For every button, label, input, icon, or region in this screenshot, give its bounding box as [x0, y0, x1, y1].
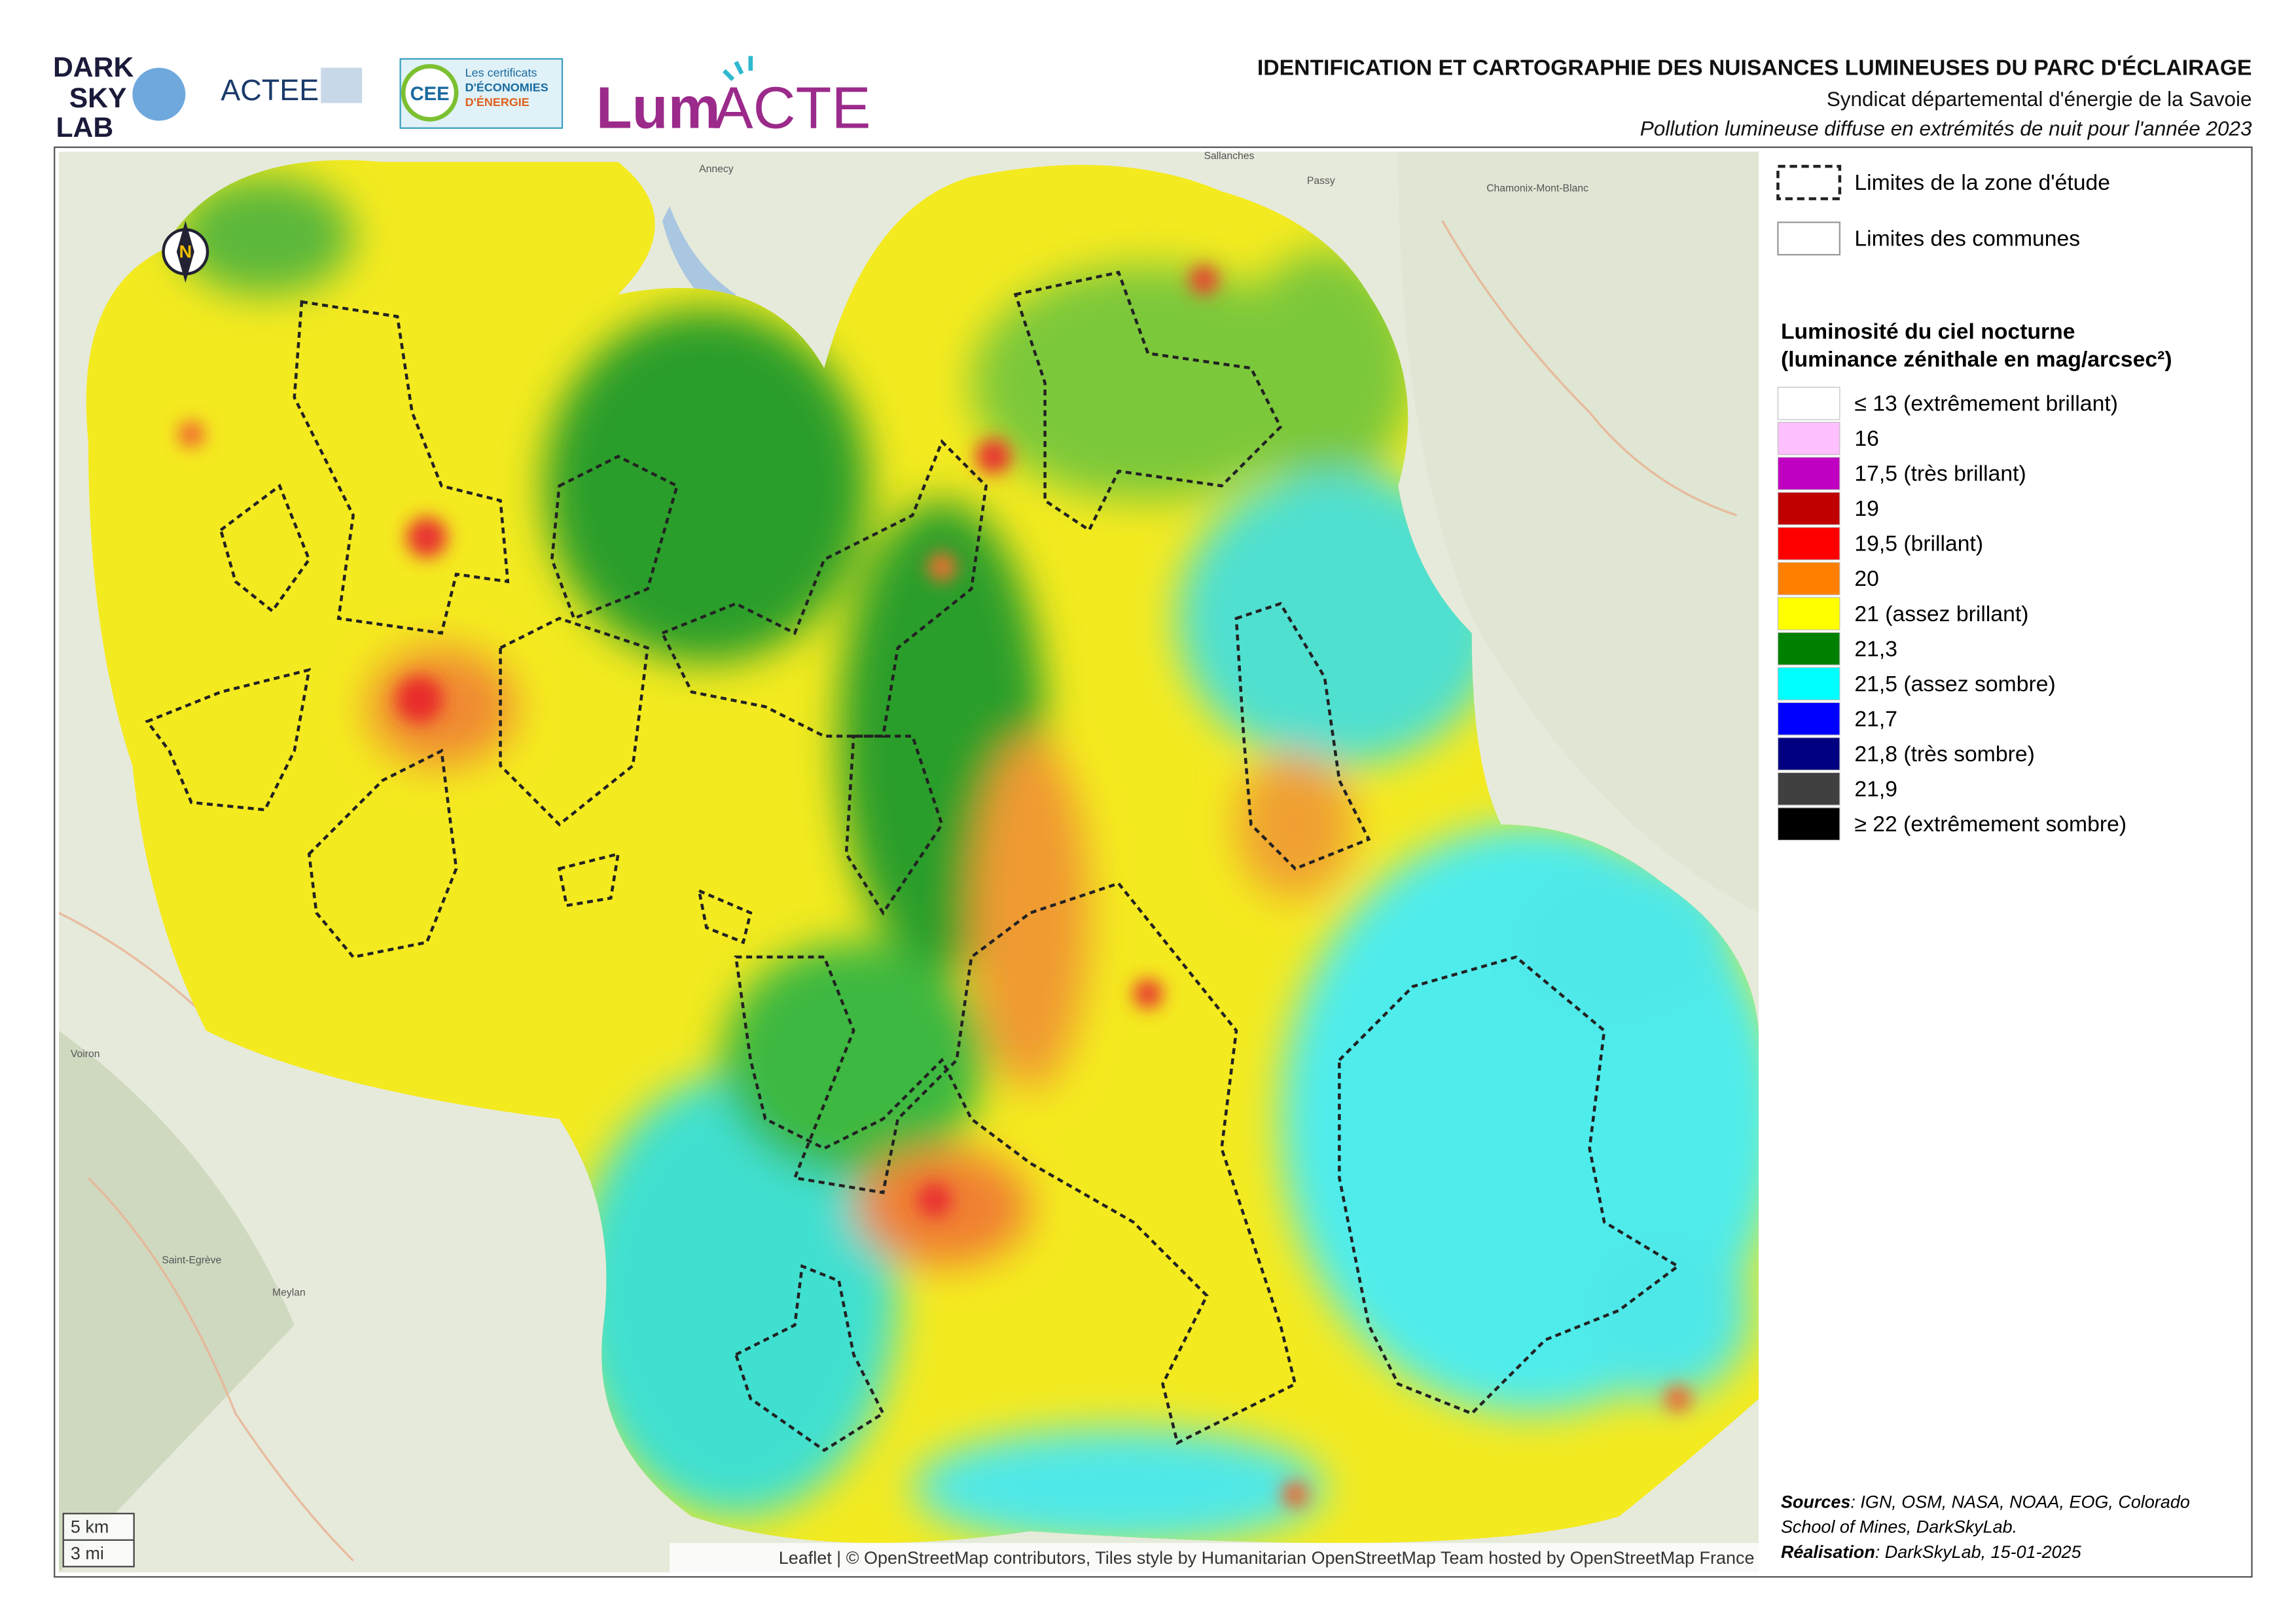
legend-swatch [1777, 562, 1840, 596]
study-zone-limits [145, 270, 1681, 1453]
attribution: Leaflet | © OpenStreetMap contributors, … [779, 1548, 1755, 1568]
legend-label: 21,9 [1854, 776, 1897, 801]
sources: School of Mines, DarkSkyLab. [1781, 1517, 2017, 1537]
realisation: Réalisation: DarkSkyLab, 15-01-2025 [1781, 1542, 2082, 1562]
legend-label: 20 [1854, 566, 1879, 591]
scale-label: 3 mi [71, 1543, 104, 1563]
realisation-label: Réalisation [1781, 1542, 1875, 1562]
place-label: Meylan [272, 1287, 306, 1298]
legend-swatch [1777, 632, 1840, 666]
svg-text:N: N [179, 242, 192, 262]
legend-swatch [1777, 702, 1840, 736]
legend-label: 21,5 (assez sombre) [1854, 672, 2055, 696]
legend: Limites de la zone d'étude Limites des c… [1776, 164, 2172, 841]
map: Annecy Sallanches Passy Chamonix-Mont-Bl… [58, 151, 1759, 1573]
legend-label: 21,7 [1854, 706, 1897, 731]
legend-label: 16 [1854, 426, 1879, 451]
legend-swatch [1777, 807, 1840, 841]
legend-swatch [1777, 387, 1840, 420]
place-label: Annecy [699, 164, 734, 175]
legend-swatch [1777, 457, 1840, 490]
logo-text: ACTE [714, 76, 871, 141]
legend-swatch [1777, 597, 1840, 630]
legend-label: 21,8 (très sombre) [1854, 742, 2034, 767]
logo-text: CEE [410, 84, 450, 105]
scale-bar: 5 km 3 mi [62, 1513, 135, 1568]
scale-label: 5 km [71, 1517, 109, 1537]
logo-text: Lum [596, 76, 721, 141]
legend-swatch [1777, 492, 1840, 526]
north-arrow: N [162, 221, 209, 283]
frame [54, 146, 2253, 1578]
place-label: Chamonix-Mont-Blanc [1486, 183, 1588, 194]
legend-label: 19,5 (brillant) [1854, 532, 1983, 556]
logo-text: DARK [53, 52, 134, 83]
legend-swatch [1777, 772, 1840, 806]
logo-text: LAB [56, 112, 113, 143]
legend-swatch [1777, 737, 1840, 770]
title: IDENTIFICATION ET CARTOGRAPHIE DES NUISA… [1257, 56, 2252, 81]
logo-text: ACTEE [221, 73, 319, 107]
legend-swatch [1777, 527, 1840, 560]
legend-title: (luminance zénithale en mag/arcsec²) [1781, 347, 2172, 372]
place-label: Voiron [71, 1049, 100, 1060]
logo-text: D'ÉCONOMIES [465, 80, 548, 94]
legend-label: 17,5 (très brillant) [1854, 461, 2026, 486]
place-label: Sallanches [1204, 151, 1254, 162]
legend-swatch [1777, 422, 1840, 456]
place-label: Saint-Egrève [162, 1255, 221, 1266]
subtitle: Syndicat départemental d'énergie de la S… [1827, 88, 2252, 111]
legend-label: Limites de la zone d'étude [1854, 170, 2110, 195]
legend-label: 19 [1854, 496, 1879, 521]
sources: Sources: IGN, OSM, NASA, NOAA, EOG, Colo… [1781, 1492, 2190, 1511]
sources-label: Sources [1781, 1492, 1850, 1511]
realisation-text: : DarkSkyLab, 15-01-2025 [1875, 1542, 2082, 1562]
logos: DARK SKY LAB ACTEE CEE Les certificats D… [53, 52, 871, 143]
place-label: Passy [1307, 175, 1335, 187]
logo-text: SKY [69, 82, 127, 114]
legend-label: 21 (assez brillant) [1854, 602, 2028, 626]
logo-text: Les certificats [465, 66, 537, 79]
logo-text: D'ÉNERGIE [465, 95, 529, 109]
description: Pollution lumineuse diffuse en extrémité… [1640, 117, 2252, 140]
legend-label: 21,3 [1854, 636, 1897, 661]
legend-title: Luminosité du ciel nocturne [1781, 319, 2075, 344]
legend-label: ≤ 13 (extrêmement brillant) [1854, 391, 2118, 416]
legend-label: ≥ 22 (extrêmement sombre) [1854, 812, 2126, 837]
sources-text: : IGN, OSM, NASA, NOAA, EOG, Colorado [1850, 1492, 2189, 1511]
legend-swatch [1777, 667, 1840, 700]
legend-label: Limites des communes [1854, 226, 2080, 251]
